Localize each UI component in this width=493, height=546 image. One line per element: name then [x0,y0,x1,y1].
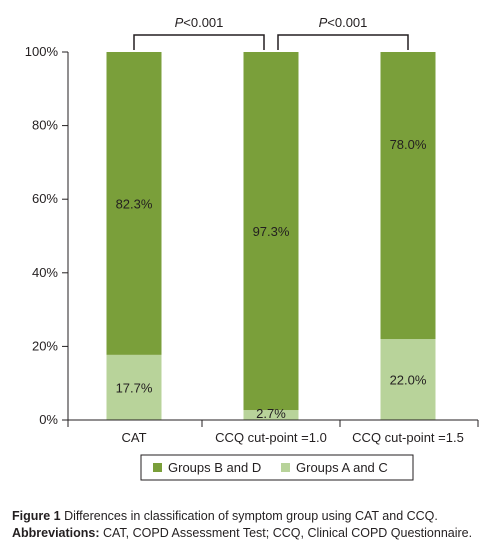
abbreviations-line: Abbreviations: CAT, COPD Assessment Test… [12,525,490,542]
bar-segment-groups-b-d-0 [106,52,162,355]
x-tick-label-2: CCQ cut-point =1.5 [352,430,464,445]
y-tick-label-1: 20% [32,338,58,353]
y-tick-label-5: 100% [25,44,59,59]
significance-bracket-1 [277,34,409,50]
bar-segment-groups-a-c-0 [106,354,162,420]
data-label-groups-a-c-1: 2.7% [256,406,286,421]
figure-label: Figure 1 [12,509,61,523]
bar-segment-groups-a-c-2 [380,339,436,420]
data-label-groups-b-d-1: 97.3% [253,224,290,239]
bar-segment-groups-b-d-1 [243,52,299,411]
y-tick-label-3: 60% [32,191,58,206]
data-label-groups-a-c-2: 22.0% [390,373,427,388]
y-tick-label-0: 0% [39,412,58,427]
legend-box [140,454,414,481]
significance-label-p-0: P [175,15,184,30]
abbreviations-text: CAT, COPD Assessment Test; CCQ, Clinical… [103,526,473,540]
significance-bracket-0 [133,34,265,50]
legend-swatch-0 [153,463,162,472]
significance-label-0: P<0.001 [175,15,224,30]
stacked-bar-chart: 17.7% 82.3% 2.7% 97.3% 22.0% 78.0% 0% 20% 40% 60%… [25,15,479,481]
figure-caption-line: Figure 1 Differences in classification o… [12,508,490,525]
data-label-groups-a-c-0: 17.7% [116,380,153,395]
legend-label-1: Groups A and C [296,460,388,475]
legend-swatch-1 [281,463,290,472]
figure-text: Differences in classification of symptom… [64,509,438,523]
significance-label-value-1: <0.001 [327,15,367,30]
figure-caption: Figure 1 Differences in classification o… [12,508,490,542]
x-tick-label-1: CCQ cut-point =1.0 [215,430,327,445]
abbreviations-label: Abbreviations: [12,526,100,540]
y-tick-label-4: 80% [32,118,58,133]
significance-label-p-1: P [319,15,328,30]
significance-label-value-0: <0.001 [183,15,223,30]
y-tick-label-2: 40% [32,265,58,280]
legend-label-0: Groups B and D [168,460,261,475]
significance-label-1: P<0.001 [319,15,368,30]
bar-segment-groups-a-c-1 [243,410,299,420]
bar-segment-groups-b-d-2 [380,52,436,340]
data-label-groups-b-d-0: 82.3% [116,196,153,211]
data-label-groups-b-d-2: 78.0% [390,137,427,152]
x-tick-label-0: CAT [121,430,146,445]
